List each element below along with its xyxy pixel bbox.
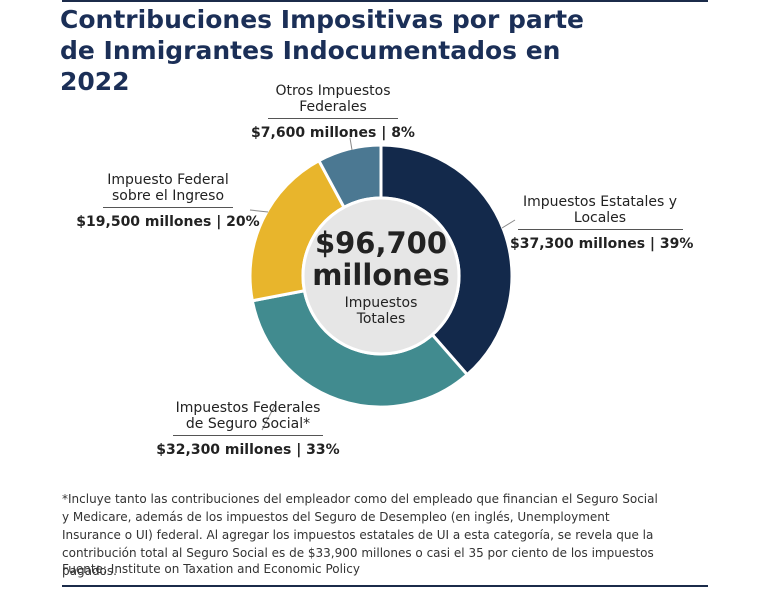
center: $96,700 millones Impuestos Totales	[311, 227, 451, 327]
top-rule	[62, 0, 708, 2]
total-label: $96,700 millones	[312, 226, 450, 292]
segment-label: Impuesto Federal sobre el Ingreso $19,500…	[75, 172, 261, 230]
value-label: $32,300 millones | 33%	[156, 442, 340, 458]
segment-label: Impuestos Estatales y Locales $37,300 mil…	[510, 194, 694, 252]
leader-line	[261, 404, 276, 431]
category-label: Otros Impuestos Federales	[268, 83, 398, 119]
category-label: Impuesto Federal sobre el Ingreso	[103, 172, 233, 208]
segment-label: Impuestos Federales de Seguro Social* $32…	[150, 400, 346, 458]
center-disc	[301, 196, 461, 356]
leader-line	[349, 137, 353, 151]
value-label: $7,600 millones | 8%	[251, 125, 415, 141]
leader-line	[501, 219, 516, 229]
value-label: $19,500 millones | 20%	[76, 214, 260, 230]
category-label: Impuestos Estatales y Locales	[517, 194, 683, 230]
segment-label: Otros Impuestos Federales $7,600 millones…	[243, 83, 423, 141]
chart-title: Contribuciones Impositivas por parte de …	[60, 5, 585, 96]
category-label: Impuestos Federales de Seguro Social*	[173, 400, 323, 436]
center-label: Impuestos Totales	[344, 295, 418, 327]
source: Fuente: Institute on Taxation and Econom…	[62, 562, 360, 576]
value-label: $37,300 millones | 39%	[510, 236, 694, 252]
footnote: *Incluye tanto las contribuciones del em…	[62, 492, 658, 578]
bottom-rule	[62, 585, 708, 587]
leader-line	[249, 209, 269, 213]
